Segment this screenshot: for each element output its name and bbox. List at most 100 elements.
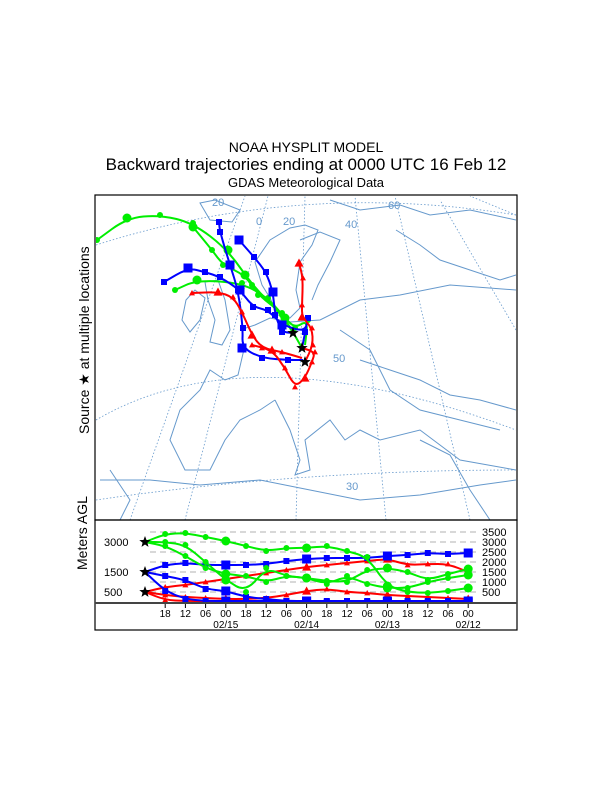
time-tick-label: 12 <box>180 609 192 620</box>
square-marker <box>302 554 312 564</box>
title-trajectories: Backward trajectories ending at 0000 UTC… <box>105 155 507 174</box>
profile-line <box>144 558 469 593</box>
square-marker <box>234 235 244 245</box>
triangle-marker <box>230 294 236 300</box>
source-star-icon <box>296 342 308 353</box>
square-marker <box>263 561 270 567</box>
circle-marker <box>463 570 473 580</box>
height-tick-label: 3000 <box>482 537 506 549</box>
date-label: 02/13 <box>375 620 400 631</box>
profile-line <box>144 588 469 601</box>
square-marker <box>216 219 222 225</box>
square-marker <box>217 274 223 280</box>
triangle-marker <box>344 560 350 566</box>
square-marker <box>445 598 451 603</box>
date-label: 02/14 <box>294 620 319 631</box>
square-marker <box>243 562 249 568</box>
graticule-line <box>129 196 246 520</box>
date-label: 02/15 <box>213 620 238 631</box>
start-height-label: 1500 <box>104 567 128 579</box>
circle-marker <box>221 569 231 579</box>
triangle-marker <box>239 309 245 315</box>
square-marker <box>463 548 473 558</box>
profile-series-blue-a <box>144 548 473 573</box>
triangle-marker <box>302 562 312 571</box>
circle-marker <box>172 287 178 293</box>
trajectory-line <box>238 239 294 334</box>
triangle-marker <box>312 349 318 355</box>
square-marker <box>463 596 473 603</box>
circle-marker <box>364 567 371 573</box>
time-tick-label: 12 <box>422 609 434 620</box>
source-star-icon <box>139 536 151 547</box>
coastline <box>339 329 501 431</box>
circle-marker <box>323 543 330 549</box>
circle-marker <box>182 553 189 559</box>
square-marker <box>259 355 265 361</box>
square-marker <box>162 573 169 579</box>
circle-marker <box>382 563 392 573</box>
time-tick-label: 00 <box>382 609 394 620</box>
time-tick-label: 00 <box>463 609 475 620</box>
profile-series-blue-c <box>144 571 473 603</box>
graticule-label: 30 <box>346 481 358 493</box>
square-marker <box>221 586 231 596</box>
triangle-marker <box>309 359 315 365</box>
graticule-line <box>394 196 471 520</box>
coastline <box>329 199 516 221</box>
meters-agl-label: Meters AGL <box>74 496 90 570</box>
square-marker <box>323 598 330 603</box>
graticule-line <box>354 196 387 520</box>
square-marker <box>382 551 392 561</box>
graticule-label: 0 <box>256 216 262 228</box>
triangle-marker <box>294 258 304 267</box>
coastline <box>395 229 516 281</box>
square-marker <box>251 254 257 260</box>
source-star-icon <box>139 566 151 577</box>
triangle-marker <box>162 597 169 603</box>
square-marker <box>344 598 350 603</box>
source-label: Source ★ at multiple locations <box>76 246 92 434</box>
profile-series-green-c <box>144 541 473 593</box>
square-marker <box>283 558 290 564</box>
height-tick-label: 2000 <box>482 557 506 569</box>
square-marker <box>445 551 451 557</box>
circle-marker <box>263 565 270 571</box>
time-tick-label: 12 <box>341 609 353 620</box>
square-marker <box>305 315 311 321</box>
triangle-marker <box>424 561 431 567</box>
circle-marker <box>263 579 270 585</box>
circle-marker <box>364 581 371 587</box>
time-tick-label: 06 <box>281 609 293 620</box>
graticule-line <box>184 196 269 520</box>
triangle-marker <box>300 373 310 382</box>
start-height-label: 500 <box>104 587 122 599</box>
triangle-marker <box>297 312 307 321</box>
square-marker <box>225 260 235 270</box>
graticule-line <box>469 196 516 216</box>
circle-marker <box>209 247 215 253</box>
circle-marker <box>382 583 392 593</box>
triangle-marker <box>202 579 209 585</box>
triangle-marker <box>213 287 223 296</box>
circle-marker <box>243 543 249 549</box>
profile-series-group <box>144 530 473 603</box>
time-tick-label: 18 <box>321 609 333 620</box>
triangle-marker <box>344 589 350 595</box>
time-tick-label: 06 <box>200 609 212 620</box>
coastline <box>299 231 341 301</box>
circle-marker <box>157 212 163 218</box>
square-marker <box>221 560 231 570</box>
square-marker <box>302 596 312 603</box>
map-trajectory <box>234 235 294 335</box>
square-marker <box>277 320 287 330</box>
square-marker <box>243 594 249 600</box>
circle-marker <box>283 545 290 551</box>
square-marker <box>237 343 247 353</box>
square-marker <box>161 279 167 285</box>
circle-marker <box>220 262 226 268</box>
coastline <box>100 479 516 501</box>
triangle-marker <box>309 325 315 331</box>
